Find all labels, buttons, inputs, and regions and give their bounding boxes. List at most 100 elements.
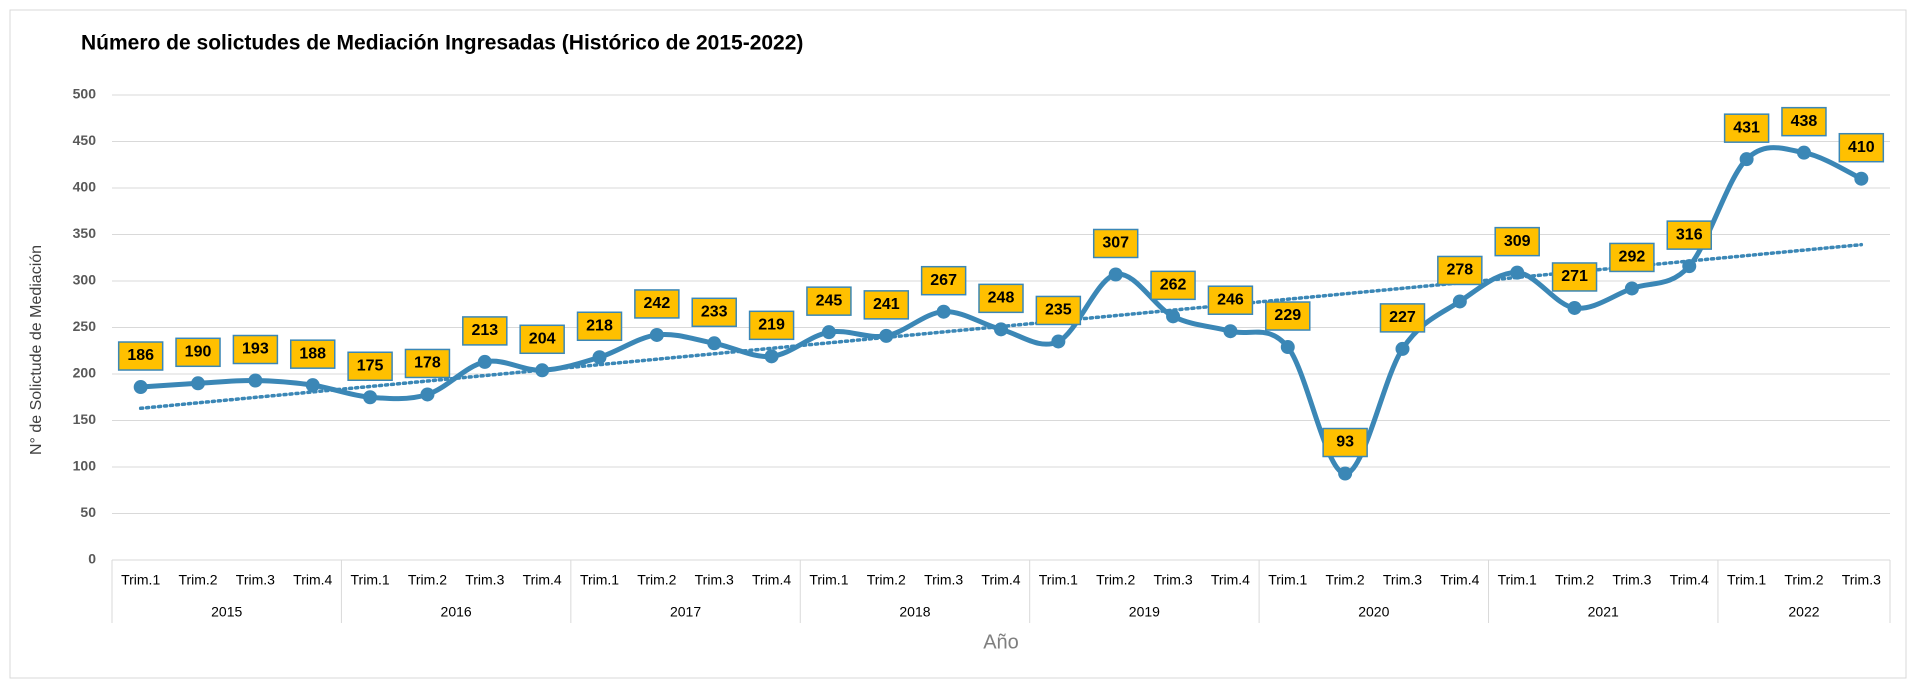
data-label-box — [1265, 301, 1311, 331]
point-marker — [420, 387, 435, 402]
data-label-box — [289, 339, 336, 369]
x-tick-label: Trim.1 — [580, 572, 619, 588]
point-marker — [1338, 466, 1353, 481]
data-label-box — [519, 324, 565, 355]
data-label: 267 — [930, 272, 957, 289]
point-marker — [1739, 152, 1754, 167]
y-tick-label: 250 — [73, 318, 97, 334]
point-marker — [1624, 281, 1639, 296]
data-label-box — [1322, 427, 1368, 458]
x-tick-label: Trim.1 — [121, 572, 160, 588]
x-tick-label: Trim.4 — [523, 572, 562, 588]
data-label: 431 — [1733, 119, 1760, 136]
x-tick-label: Trim.4 — [981, 572, 1020, 588]
x-tick-label: Trim.1 — [1498, 572, 1537, 588]
chart-title: Número de solictudes de Mediación Ingres… — [81, 32, 803, 55]
data-label: 278 — [1446, 262, 1473, 279]
x-tick-label: Trim.2 — [1096, 572, 1135, 588]
data-label-box — [1494, 226, 1540, 257]
y-tick-label: 100 — [73, 458, 97, 474]
x-group-label: 2021 — [1588, 604, 1619, 620]
point-marker — [133, 380, 148, 395]
y-tick-label: 400 — [73, 179, 97, 195]
x-tick-label: Trim.2 — [867, 572, 906, 588]
point-marker — [305, 378, 320, 393]
point-marker — [477, 354, 492, 369]
data-label-box — [1781, 106, 1827, 137]
data-label: 248 — [988, 290, 1015, 307]
point-marker — [1280, 340, 1295, 355]
data-label-box — [863, 290, 910, 320]
x-tick-label: Trim.4 — [1211, 572, 1250, 588]
x-axis-label: Año — [983, 631, 1019, 653]
data-label-box — [117, 341, 164, 371]
data-label: 178 — [414, 355, 441, 372]
x-group-label: 2020 — [1358, 604, 1389, 620]
x-group-label: 2015 — [211, 604, 242, 620]
x-tick-label: Trim.1 — [1727, 572, 1766, 588]
point-marker — [1223, 324, 1238, 339]
data-label: 204 — [529, 330, 556, 347]
point-marker — [1567, 300, 1582, 315]
data-label: 271 — [1561, 268, 1588, 285]
data-label: 316 — [1676, 226, 1703, 243]
data-label-box — [634, 289, 680, 319]
data-label: 309 — [1504, 233, 1531, 250]
x-tick-label: Trim.1 — [809, 572, 848, 588]
x-tick-label: Trim.3 — [465, 572, 504, 588]
data-label-box — [576, 311, 623, 342]
data-label-box — [1666, 220, 1713, 250]
point-marker — [1051, 334, 1066, 349]
x-tick-label: Trim.1 — [1268, 572, 1307, 588]
point-marker — [936, 304, 951, 319]
data-label: 233 — [701, 304, 728, 321]
point-marker — [1452, 294, 1467, 309]
point-marker — [1796, 145, 1811, 160]
data-label-box — [462, 316, 508, 346]
data-label: 175 — [357, 357, 384, 374]
data-label: 235 — [1045, 302, 1072, 319]
data-label-box — [1551, 262, 1598, 292]
data-label-box — [1838, 132, 1885, 163]
data-label: 246 — [1217, 291, 1244, 308]
data-label-box — [1609, 242, 1655, 273]
y-tick-label: 300 — [73, 272, 97, 288]
data-label-box — [347, 351, 393, 381]
x-tick-label: Trim.3 — [924, 572, 963, 588]
x-tick-label: Trim.2 — [1555, 572, 1594, 588]
x-group-label: 2018 — [899, 604, 930, 620]
point-marker — [535, 363, 550, 378]
data-label: 262 — [1160, 277, 1187, 294]
point-marker — [363, 390, 378, 405]
point-marker — [707, 336, 722, 351]
data-label: 245 — [816, 292, 843, 309]
data-label-box — [978, 283, 1024, 314]
data-label: 438 — [1791, 113, 1818, 130]
y-tick-label: 450 — [73, 132, 97, 148]
x-tick-label: Trim.4 — [293, 572, 332, 588]
x-tick-label: Trim.2 — [1326, 572, 1365, 588]
x-tick-label: Trim.3 — [236, 572, 275, 588]
data-label-box — [1035, 295, 1082, 326]
point-marker — [1108, 267, 1123, 282]
y-tick-label: 150 — [73, 411, 97, 427]
y-tick-label: 500 — [73, 86, 97, 102]
point-marker — [592, 350, 607, 365]
x-group-label: 2017 — [670, 604, 701, 620]
data-label: 292 — [1619, 249, 1646, 266]
point-marker — [1854, 171, 1869, 186]
x-tick-label: Trim.3 — [1612, 572, 1651, 588]
x-tick-label: Trim.2 — [637, 572, 676, 588]
point-marker — [1395, 341, 1410, 356]
data-label: 307 — [1102, 235, 1129, 252]
x-tick-label: Trim.3 — [1842, 572, 1881, 588]
point-marker — [1166, 309, 1181, 324]
x-tick-label: Trim.1 — [1039, 572, 1078, 588]
data-label-box — [404, 348, 451, 379]
data-label: 93 — [1336, 434, 1354, 451]
x-tick-label: Trim.3 — [1383, 572, 1422, 588]
data-label: 218 — [586, 317, 613, 334]
point-marker — [248, 373, 263, 388]
data-label: 229 — [1274, 307, 1301, 324]
data-label: 190 — [185, 344, 212, 361]
